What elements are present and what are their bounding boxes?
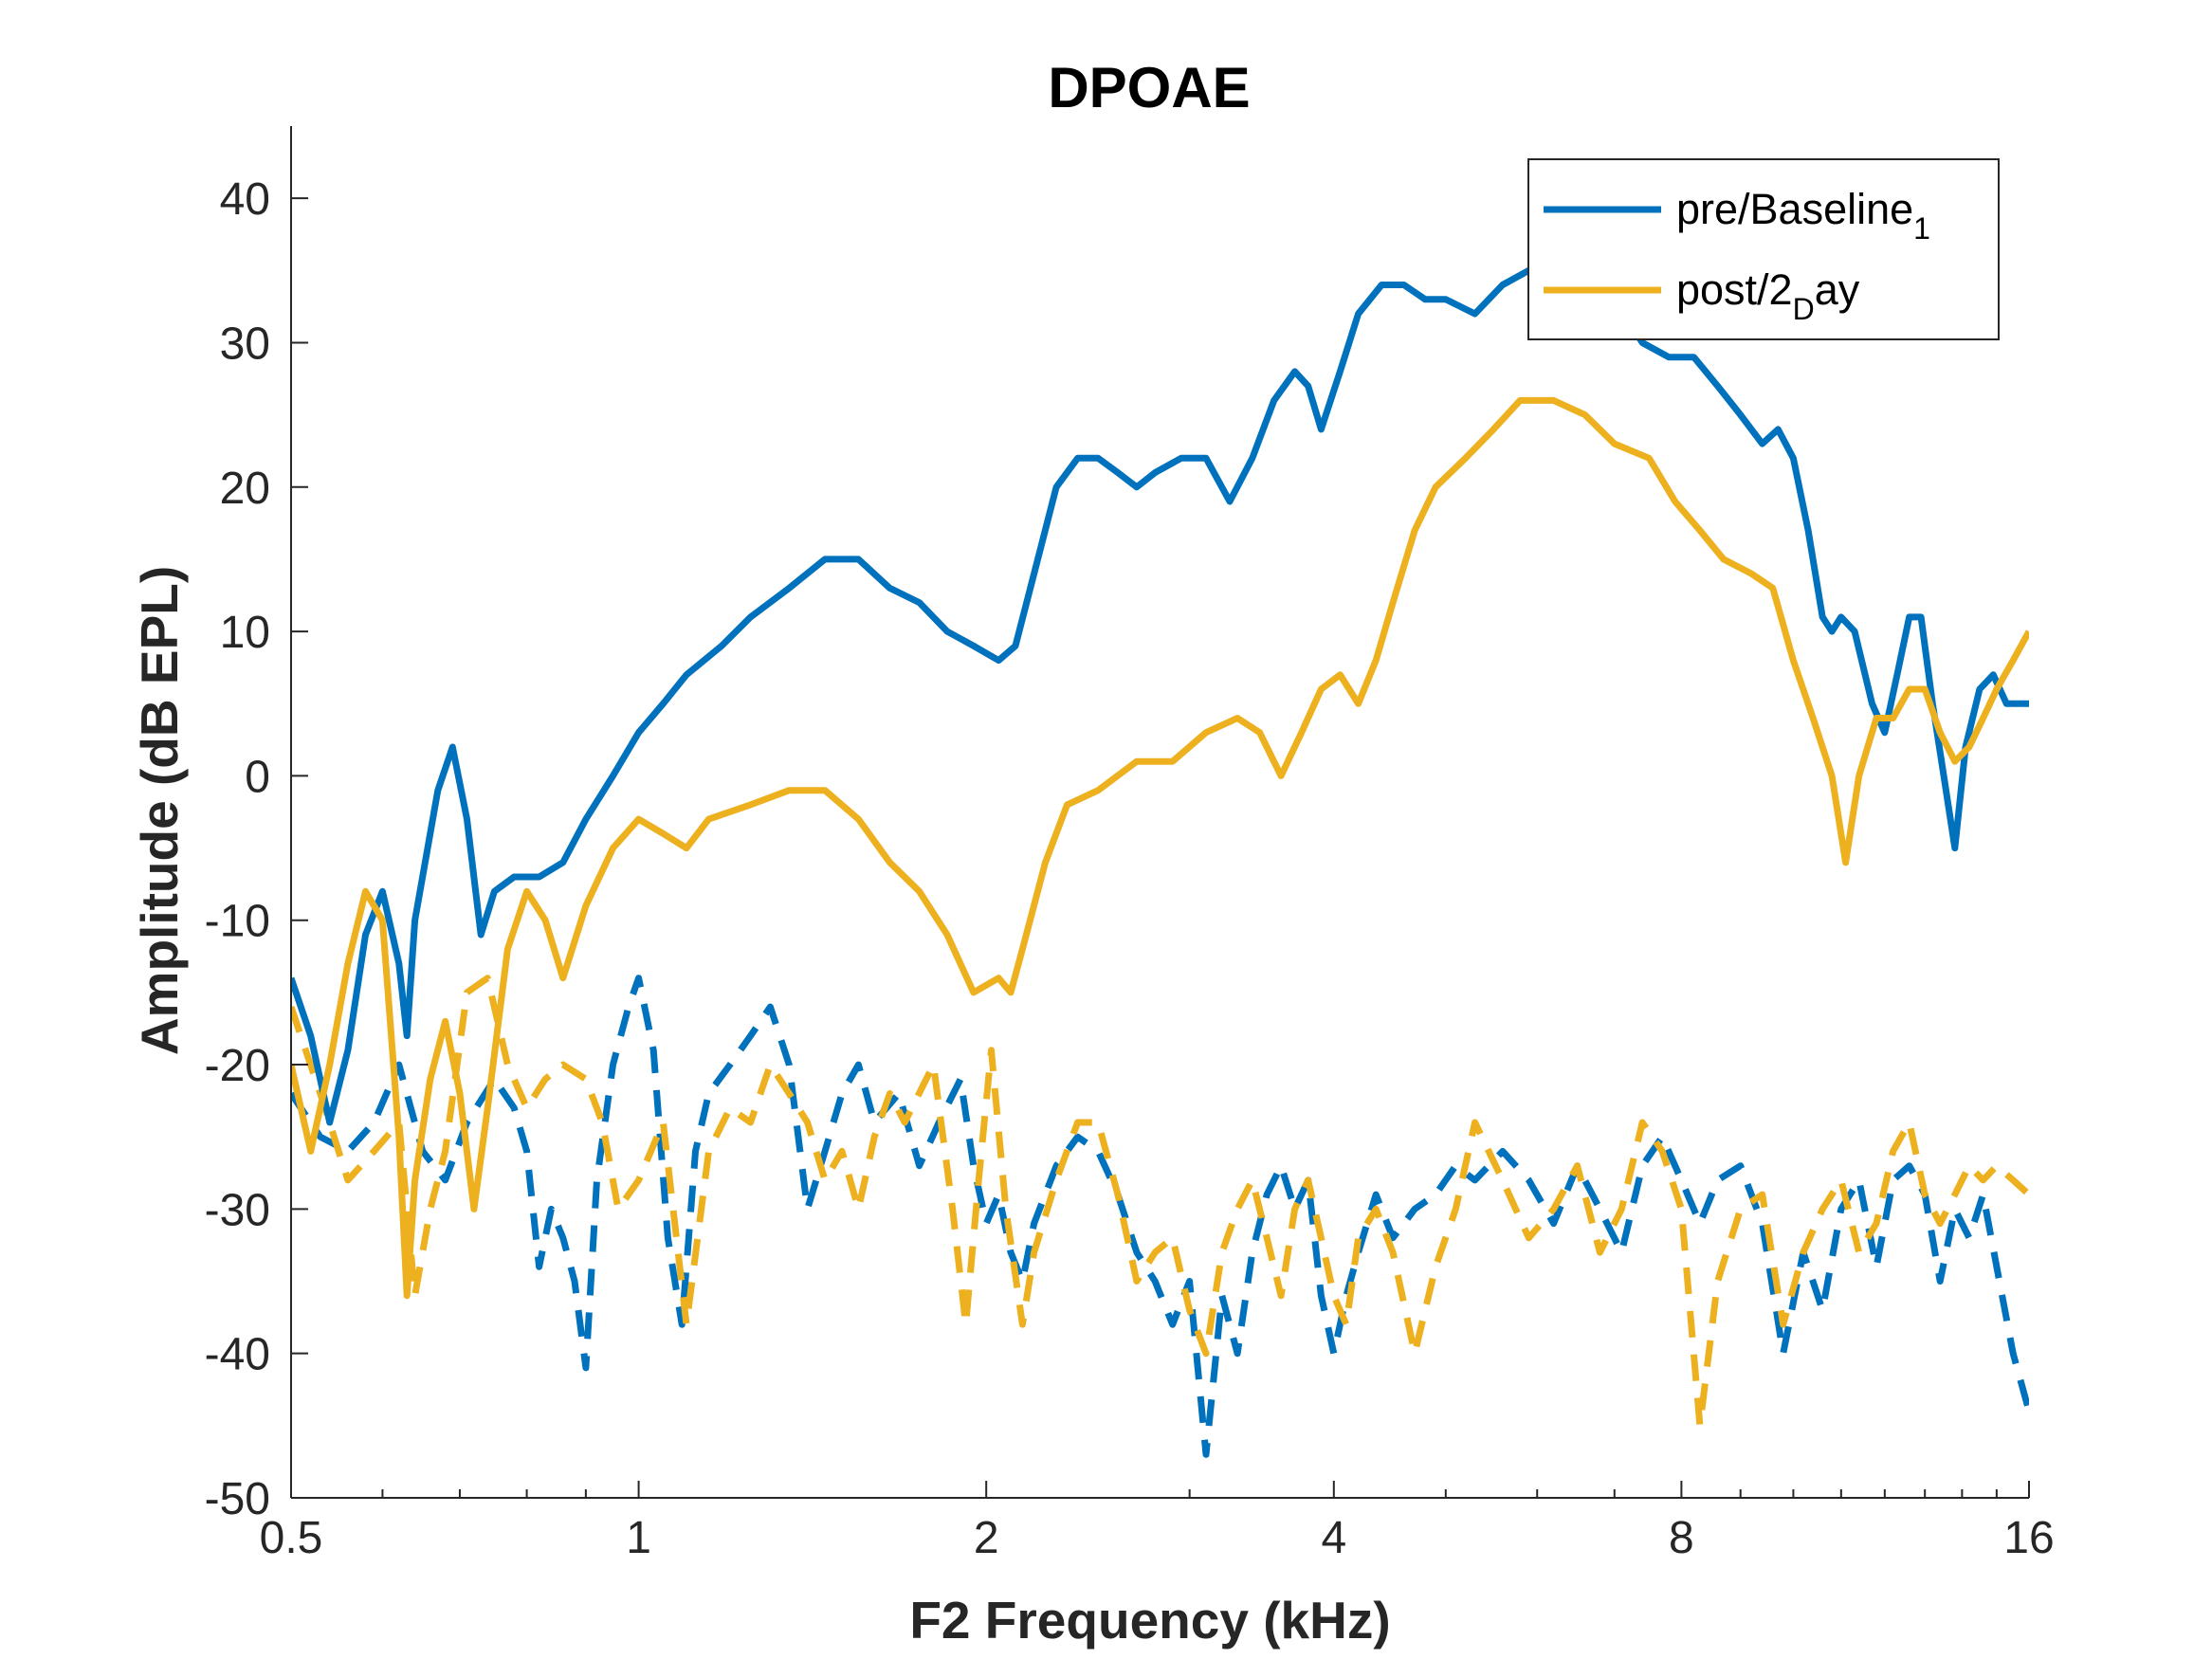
x-tick-label: 8 [1669, 1513, 1694, 1563]
x-axis-label: F2 Frequency (kHz) [909, 1591, 1390, 1650]
x-axis-ticks: 0.5 1 2 4 8 16 [260, 1481, 2055, 1563]
plot-series [291, 252, 2029, 1458]
y-tick-label: -50 [205, 1474, 270, 1524]
y-tick-label: -30 [205, 1185, 270, 1235]
x-tick-label: 4 [1321, 1513, 1346, 1563]
series-line-2 [291, 975, 2029, 1458]
series-line-3 [291, 975, 2029, 1430]
y-tick-label: 20 [220, 464, 270, 514]
y-tick-label: -40 [205, 1330, 270, 1380]
y-tick-label: 40 [220, 174, 270, 225]
x-tick-label: 2 [974, 1513, 999, 1563]
x-tick-label: 0.5 [260, 1513, 323, 1563]
y-tick-label: -20 [205, 1041, 270, 1091]
series-line-0 [291, 252, 2029, 1126]
legend-box [1527, 158, 2000, 340]
x-tick-label: 16 [2003, 1513, 2054, 1563]
y-axis-ticks: -50 -40 -30 -20 -10 0 10 20 30 40 [205, 174, 308, 1524]
series-line-1 [291, 396, 2029, 1300]
chart-title: DPOAE [1048, 56, 1250, 119]
axes [290, 126, 2029, 1499]
y-tick-label: 10 [220, 608, 270, 658]
y-axis-label: Amplitude (dB EPL) [130, 566, 189, 1055]
y-tick-label: -10 [205, 897, 270, 947]
y-tick-label: 0 [245, 752, 270, 802]
x-tick-label: 1 [626, 1513, 651, 1563]
y-tick-label: 30 [220, 319, 270, 369]
